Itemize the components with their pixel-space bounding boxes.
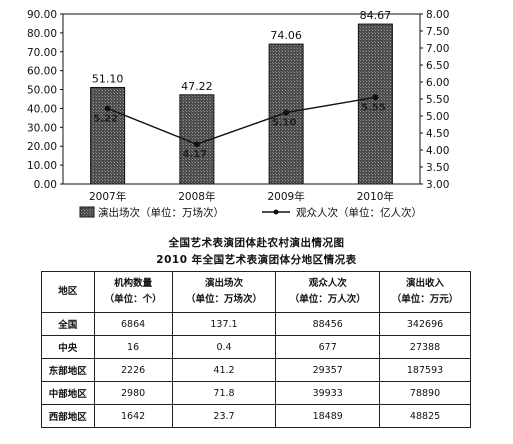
y-tick-label-left: 0.00 — [34, 179, 57, 191]
cell-revenue: 48825 — [379, 404, 471, 428]
bar — [357, 23, 393, 185]
line-point — [193, 141, 200, 148]
bar-value-label: 84.67 — [360, 9, 392, 22]
cell-revenue: 187593 — [379, 358, 471, 382]
cell-audience: 29357 — [275, 358, 381, 382]
cell-audience: 677 — [275, 335, 381, 359]
y-tick-label-right: 4.50 — [426, 128, 449, 140]
y-tick-label-right: 6.00 — [426, 77, 449, 89]
cell-revenue: 27388 — [379, 335, 471, 359]
legend-label-bar: 演出场次（单位：万场次） — [98, 206, 224, 219]
y-tick-label-right: 3.00 — [426, 179, 449, 191]
legend-marker-line — [273, 209, 279, 215]
bar-value-label: 47.22 — [181, 80, 213, 93]
line-point — [283, 109, 290, 116]
table-row: 东部地区 2226 41.2 29357 187593 — [41, 358, 471, 382]
region-table: 地区 机构数量 （单位：个） 演出场次 （单位：万场次） 观众人次 （单位：万人次） … — [41, 271, 471, 428]
y-tick-label-right: 7.50 — [426, 26, 449, 38]
y-tick-label-left: 90.00 — [27, 9, 57, 21]
table-header-row: 地区 机构数量 （单位：个） 演出场次 （单位：万场次） 观众人次 （单位：万人次） … — [41, 271, 471, 313]
table-row: 西部地区 1642 23.7 18489 48825 — [41, 404, 471, 428]
y-tick-label-right: 4.00 — [426, 145, 449, 157]
cell-region: 中央 — [41, 335, 95, 359]
header-audience: 观众人次 （单位：万人次） — [275, 271, 381, 313]
line-value-label: 4.17 — [183, 149, 208, 160]
line-point — [372, 94, 379, 101]
line-value-label: 5.22 — [93, 114, 118, 125]
y-tick-label-right: 5.00 — [426, 111, 449, 123]
y-tick-label-right: 6.50 — [426, 60, 449, 72]
line-value-label: 5.10 — [272, 118, 297, 129]
header-region: 地区 — [41, 271, 95, 313]
cell-org-count: 2226 — [93, 358, 173, 382]
cell-performances: 23.7 — [171, 404, 277, 428]
cell-audience: 39933 — [275, 381, 381, 405]
line-point — [104, 105, 111, 112]
x-tick-label: 2009年 — [268, 190, 305, 203]
y-tick-label-left: 50.00 — [27, 85, 57, 97]
y-tick-label-right: 7.00 — [426, 43, 449, 55]
table-row: 中部地区 2980 71.8 39933 78890 — [41, 381, 471, 405]
y-tick-label-left: 10.00 — [27, 160, 57, 172]
y-tick-label-right: 8.00 — [426, 9, 449, 21]
y-tick-label-left: 80.00 — [27, 28, 57, 40]
y-tick-label-left: 60.00 — [27, 66, 57, 78]
legend-label-line: 观众人次（单位：亿人次） — [296, 206, 422, 219]
combo-chart: 0.00 10.00 20.00 30.00 40.00 50.00 60.00 70.00 8… — [27, 9, 449, 219]
y-tick-label-left: 20.00 — [27, 141, 57, 153]
table-row: 中央 16 0.4 677 27388 — [41, 335, 471, 359]
y-tick-label-left: 30.00 — [27, 122, 57, 134]
bar — [90, 86, 126, 185]
cell-revenue: 342696 — [379, 312, 471, 336]
x-tick-label: 2007年 — [89, 190, 126, 203]
x-tick-label: 2010年 — [357, 190, 394, 203]
cell-performances: 137.1 — [171, 312, 277, 336]
chart-title: 全国艺术表演团体赴农村演出情况图 — [168, 237, 345, 249]
line-value-label: 5.55 — [361, 102, 386, 113]
cell-region: 全国 — [41, 312, 95, 336]
y-tick-label-left: 70.00 — [27, 47, 57, 59]
cell-org-count: 6864 — [93, 312, 173, 336]
table-row: 全国 6864 137.1 88456 342696 — [41, 312, 471, 336]
cell-audience: 88456 — [275, 312, 381, 336]
line-series — [107, 96, 376, 145]
y-tick-label-left: 40.00 — [27, 103, 57, 115]
cell-performances: 0.4 — [171, 335, 277, 359]
header-org-count: 机构数量 （单位：个） — [93, 271, 173, 313]
y-tick-label-right: 3.50 — [426, 162, 449, 174]
cell-audience: 18489 — [275, 404, 381, 428]
cell-region: 东部地区 — [41, 358, 95, 382]
bar-value-label: 74.06 — [270, 29, 302, 42]
cell-org-count: 16 — [93, 335, 173, 359]
bar-value-label: 51.10 — [92, 72, 124, 85]
cell-region: 中部地区 — [41, 381, 95, 405]
header-revenue: 演出收入 （单位：万元） — [379, 271, 471, 313]
y-tick-label-right: 5.50 — [426, 94, 449, 106]
header-performances: 演出场次 （单位：万场次） — [171, 271, 277, 313]
cell-region: 西部地区 — [41, 404, 95, 428]
cell-performances: 41.2 — [171, 358, 277, 382]
cell-org-count: 1642 — [93, 404, 173, 428]
cell-org-count: 2980 — [93, 381, 173, 405]
cell-revenue: 78890 — [379, 381, 471, 405]
cell-performances: 71.8 — [171, 381, 277, 405]
x-tick-label: 2008年 — [178, 190, 215, 203]
table-title: 2010 年全国艺术表演团体分地区情况表 — [156, 254, 357, 266]
legend-swatch-bar — [79, 206, 95, 218]
